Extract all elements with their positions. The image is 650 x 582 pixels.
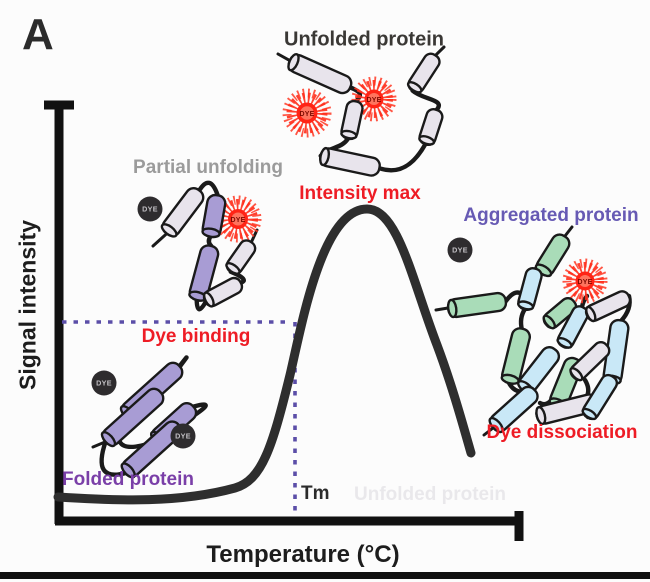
dye-text: DYE [452, 246, 468, 255]
loop-connector [197, 180, 220, 198]
helix-cylinder [446, 291, 508, 319]
helix-cylinder [202, 276, 244, 308]
helix-cylinder [517, 267, 543, 311]
terminus-tail [563, 225, 574, 238]
terminus-tail [434, 306, 450, 312]
folded-protein-label: Folded protein [62, 469, 194, 490]
terminus-tail [249, 228, 259, 244]
unfolded-protein-cartoon: DYE DYE [276, 45, 446, 177]
helix-cylinder [100, 387, 165, 448]
dye-text: DYE [231, 217, 246, 224]
dye-text: DYE [142, 205, 158, 214]
dye-free-icon: DYE [170, 423, 196, 449]
dye-text: DYE [300, 111, 315, 118]
helix-cylinder [418, 108, 444, 146]
helix-cylinder [542, 296, 578, 330]
y-axis-label: Signal intensity [14, 220, 41, 390]
bottom-border-bar [0, 572, 650, 579]
dye-bound-icon: DYE [214, 195, 262, 243]
helix-cylinder [319, 146, 381, 177]
terminus-tail [151, 232, 169, 248]
unfolded-protein-label: Unfolded protein [284, 28, 444, 51]
helix-cylinder [406, 52, 441, 94]
loop-connector [518, 306, 528, 333]
helix-cylinder [556, 305, 590, 349]
panel-letter: A [22, 10, 54, 59]
loop-connector [377, 141, 428, 173]
helix-cylinder [569, 340, 611, 382]
helix-cylinder [225, 239, 257, 275]
aggregated-protein-label: Aggregated protein [463, 205, 639, 226]
partial-unfolding-cartoon: DYE DYE [137, 180, 262, 312]
signal-curve [53, 204, 476, 505]
x-axis [55, 511, 524, 541]
terminus-tail [482, 426, 495, 437]
dye-free-icon: DYE [91, 370, 117, 396]
helix-cylinder [340, 99, 364, 141]
loop-connector [99, 439, 128, 477]
helix-cylinder [287, 52, 353, 95]
helix-cylinder [581, 373, 619, 421]
dye-bound-icon: DYE [562, 258, 608, 304]
terminus-tail [276, 52, 292, 63]
aggregated-protein-cartoon: DYE DYE [434, 225, 632, 437]
dye-bound-icon: DYE [282, 88, 332, 138]
helix-cylinder [500, 327, 532, 385]
dye-text: DYE [96, 379, 112, 388]
intensity-max-label: Intensity max [299, 183, 421, 204]
terminus-tail [91, 440, 107, 449]
dye-free-icon: DYE [137, 196, 163, 222]
helix-cylinder [201, 193, 227, 239]
dye-free-icon: DYE [447, 237, 473, 263]
dye-dissociation-label: Dye dissociation [486, 422, 638, 443]
loop-connector [194, 297, 209, 312]
helix-cylinder [160, 187, 205, 238]
helix-cylinder [488, 385, 539, 434]
tm-label: Tm [301, 483, 330, 504]
x-axis-label: Temperature (°C) [206, 541, 400, 568]
dye-text: DYE [175, 432, 191, 441]
dye-text: DYE [578, 279, 593, 286]
dye-bound-icon: DYE [351, 76, 397, 122]
dye-text: DYE [367, 97, 382, 104]
helix-cylinder [584, 290, 632, 323]
loop-connector [410, 88, 441, 113]
folded-protein-cartoon: DYE DYE [91, 355, 208, 479]
terminus-tail [433, 45, 446, 57]
y-axis [44, 100, 74, 524]
partial-unfolding-label: Partial unfolding [133, 157, 283, 178]
ghost-watermark-text: Unfolded protein [354, 484, 506, 505]
dye-binding-label: Dye binding [141, 326, 251, 347]
